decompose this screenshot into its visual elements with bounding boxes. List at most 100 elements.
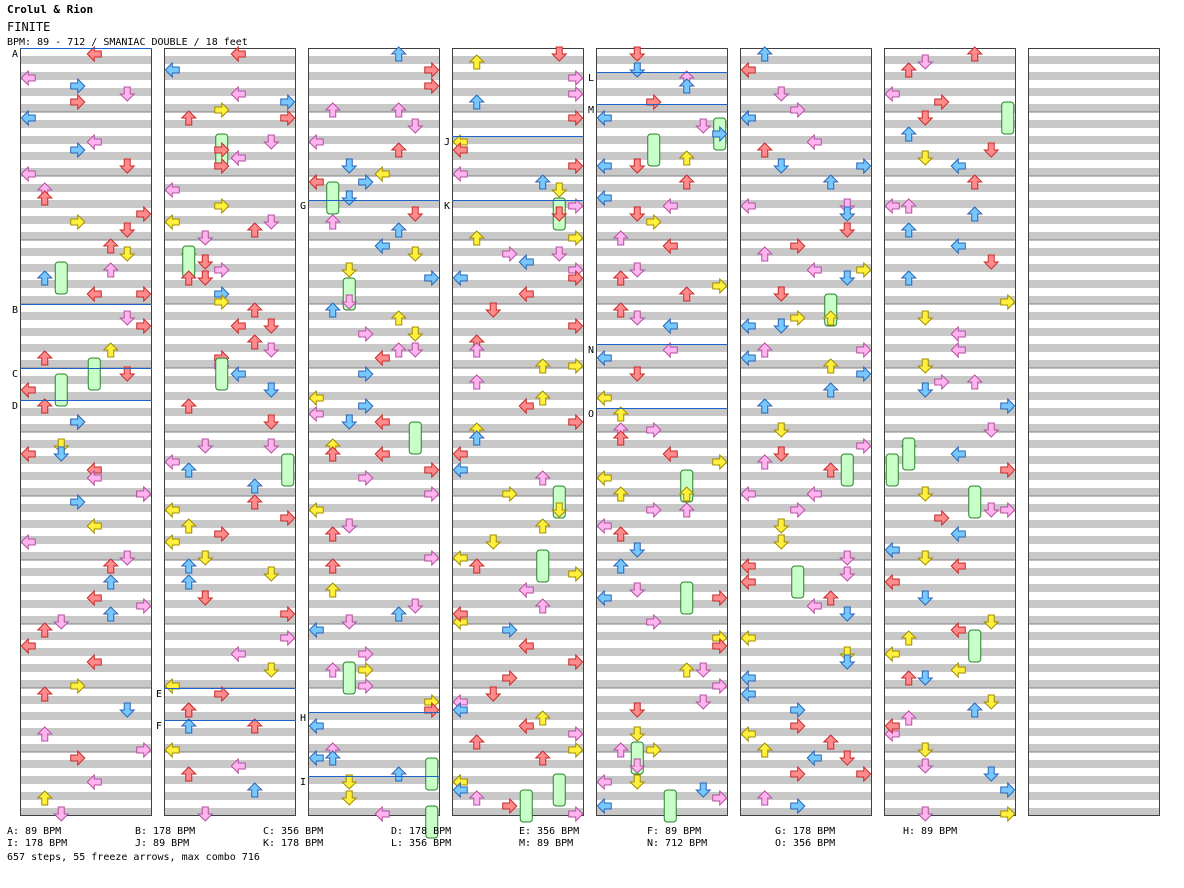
bpm-marker-label: F — [156, 721, 162, 732]
beat-stripe — [452, 184, 584, 192]
freeze-arrow — [968, 485, 982, 519]
step-arrow — [551, 246, 568, 262]
step-arrow — [884, 573, 900, 591]
step-arrow — [596, 389, 612, 407]
step-arrow — [790, 765, 806, 783]
beat-stripe — [164, 392, 296, 400]
beat-stripe — [884, 408, 1016, 416]
step-arrow — [518, 253, 534, 271]
step-arrow — [214, 261, 230, 279]
step-arrow — [214, 285, 230, 303]
beat-stripe — [596, 744, 728, 752]
step-arrow — [568, 229, 584, 247]
freeze-arrow — [54, 261, 68, 295]
beat-stripe — [164, 632, 296, 640]
beat-stripe — [164, 456, 296, 464]
step-arrow — [468, 94, 485, 110]
beat-stripe — [884, 200, 1016, 208]
step-arrow — [839, 270, 856, 286]
step-arrow — [197, 438, 214, 454]
beat-stripe — [740, 632, 872, 640]
step-arrow — [230, 317, 246, 335]
beat-stripe — [884, 248, 1016, 256]
beat-stripe — [20, 184, 152, 192]
step-arrow — [358, 645, 374, 663]
beat-stripe — [452, 408, 584, 416]
step-arrow — [740, 197, 756, 215]
beat-stripe — [884, 328, 1016, 336]
step-arrow — [86, 773, 102, 791]
column-border — [740, 48, 872, 816]
step-arrow — [568, 357, 584, 375]
step-arrow — [773, 286, 790, 302]
beat-stripe — [20, 472, 152, 480]
beat-stripe — [884, 312, 1016, 320]
step-arrow — [341, 518, 358, 534]
step-arrow — [214, 525, 230, 543]
beat-stripe — [20, 632, 152, 640]
beat-stripe — [596, 296, 728, 304]
beat-stripe — [308, 520, 440, 528]
step-arrow — [136, 741, 152, 759]
beat-stripe — [20, 296, 152, 304]
step-arrow — [390, 222, 407, 238]
step-arrow — [180, 766, 197, 782]
bpm-legend-entry: J: 89 BPM — [135, 838, 190, 849]
beat-stripe — [452, 568, 584, 576]
beat-stripe — [308, 728, 440, 736]
step-arrow — [53, 438, 70, 454]
step-arrow — [341, 190, 358, 206]
step-arrow — [452, 613, 468, 631]
step-arrow — [468, 422, 485, 438]
step-arrow — [917, 310, 934, 326]
step-arrow — [966, 206, 983, 222]
step-arrow — [856, 765, 872, 783]
bpm-legend-entry: N: 712 BPM — [647, 838, 708, 849]
step-arrow — [407, 118, 424, 134]
step-arrow — [712, 629, 728, 647]
step-arrow — [119, 310, 136, 326]
column-border — [1028, 48, 1160, 816]
bpm-legend-entry: G: 178 BPM — [775, 826, 836, 837]
step-arrow — [86, 653, 102, 671]
step-arrow — [324, 662, 341, 678]
beat-stripe — [1028, 136, 1160, 144]
beat-stripe — [164, 664, 296, 672]
beat-stripe — [164, 360, 296, 368]
step-arrow — [280, 605, 296, 623]
step-arrow — [740, 317, 756, 335]
step-arrow — [119, 246, 136, 262]
step-arrow — [324, 102, 341, 118]
step-arrow — [246, 494, 263, 510]
step-arrow — [678, 662, 695, 678]
beat-stripe — [164, 536, 296, 544]
step-arrow — [950, 341, 966, 359]
step-arrow — [324, 750, 341, 766]
beat-stripe — [164, 584, 296, 592]
beat-stripe — [308, 168, 440, 176]
step-arrow — [164, 677, 180, 695]
beat-stripe — [20, 696, 152, 704]
step-arrow — [712, 637, 728, 655]
step-arrow — [468, 374, 485, 390]
beat-stripe — [20, 584, 152, 592]
step-arrow — [629, 758, 646, 774]
beat-stripe — [596, 328, 728, 336]
step-arrow — [950, 525, 966, 543]
beat-stripe — [740, 568, 872, 576]
beat-stripe — [884, 136, 1016, 144]
beat-stripe — [740, 216, 872, 224]
beat-stripe — [740, 136, 872, 144]
beat-stripe — [164, 776, 296, 784]
beat-stripe — [884, 296, 1016, 304]
beat-stripe — [596, 360, 728, 368]
step-arrow — [468, 430, 485, 446]
step-arrow — [712, 589, 728, 607]
beat-stripe — [164, 232, 296, 240]
freeze-arrow — [663, 789, 677, 823]
beat-stripe — [452, 760, 584, 768]
step-arrow — [36, 190, 53, 206]
beat-stripe — [164, 216, 296, 224]
step-arrow — [790, 237, 806, 255]
